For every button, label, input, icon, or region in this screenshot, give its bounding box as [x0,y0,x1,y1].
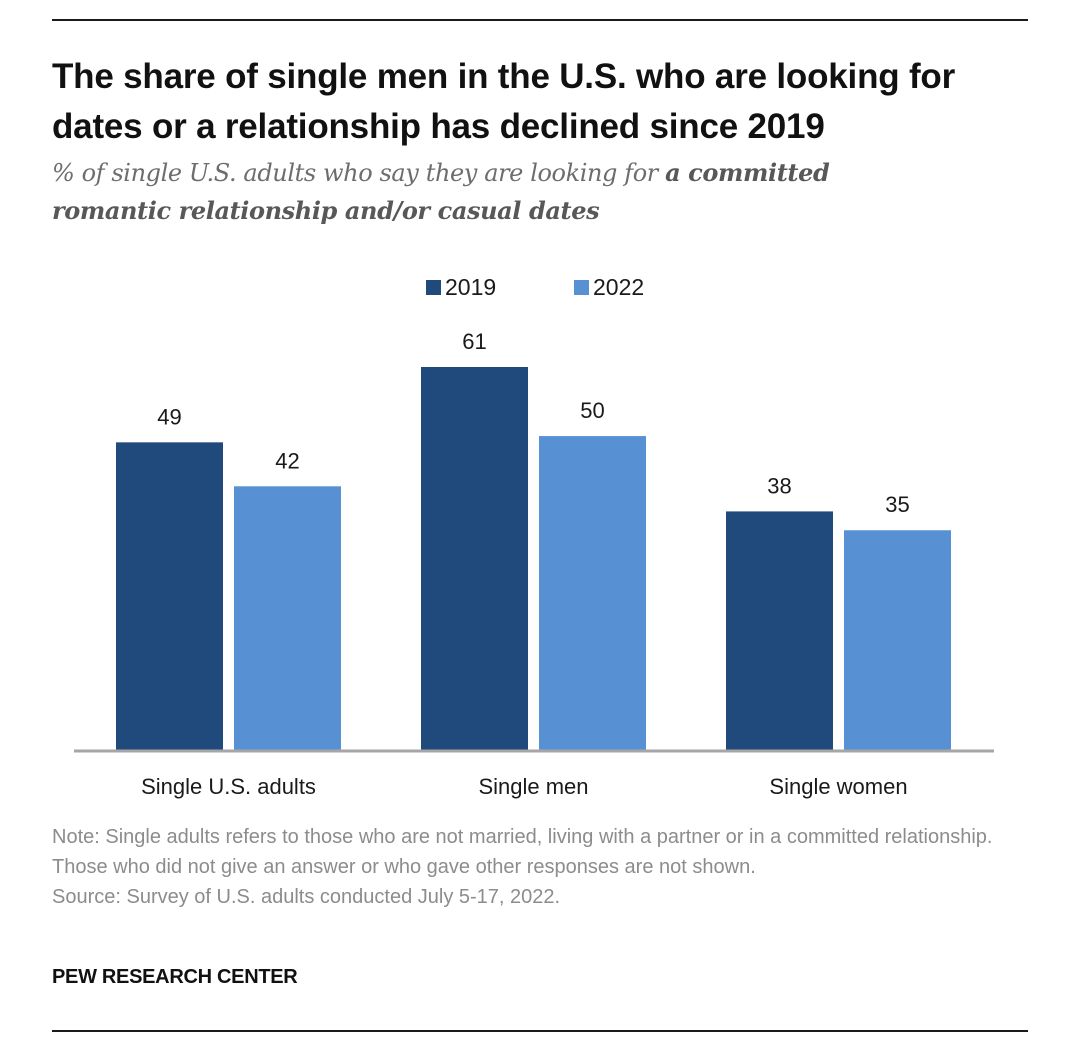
chart-title: The share of single men in the U.S. who … [52,57,956,146]
value-label: 61 [462,329,486,354]
bar-2022-3 [844,530,951,750]
value-labels: 49 42 61 50 38 35 [157,329,909,517]
bars [116,367,951,750]
category-label: Single women [769,774,907,799]
value-label: 38 [767,473,791,498]
top-rule [52,19,1028,21]
value-label: 42 [275,448,299,473]
value-label: 50 [580,398,604,423]
bar-2019-2 [421,367,528,750]
legend-swatch-2019 [426,280,441,295]
notes: Note: Single adults refers to those who … [52,822,1042,912]
legend-label: 2022 [593,274,644,300]
bar-2019-1 [116,442,223,750]
note-text: Note: Single adults refers to those who … [52,826,993,878]
legend-label: 2019 [445,274,496,300]
subtitle-plain: % of single U.S. adults who say they are… [52,159,666,187]
bar-chart: 2019 2022 49 42 61 50 38 35 Single U.S. adults… [74,274,994,799]
bar-2022-1 [234,486,341,750]
category-label: Single U.S. adults [141,774,316,799]
legend: 2019 2022 [426,274,644,300]
brand-name: PEW RESEARCH CENTER [52,966,298,988]
bar-2019-3 [726,511,833,750]
category-labels: Single U.S. adults Single men Single women [141,774,908,799]
value-label: 35 [885,492,909,517]
value-label: 49 [157,404,181,429]
chart-subtitle: % of single U.S. adults who say they are… [52,154,952,230]
legend-swatch-2022 [574,280,589,295]
subtitle-bold: a committed romantic relationship and/or… [52,158,830,225]
category-label: Single men [478,774,588,799]
bar-2022-2 [539,436,646,750]
source-text: Source: Survey of U.S. adults conducted … [52,886,561,908]
bottom-rule [52,1030,1028,1032]
